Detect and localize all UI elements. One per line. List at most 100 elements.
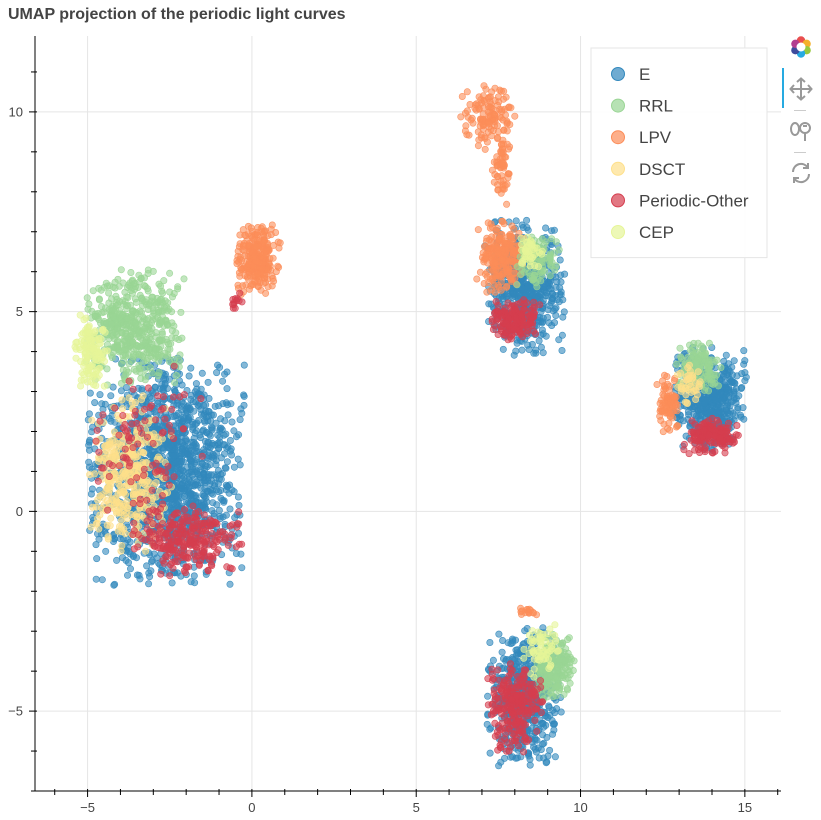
scatter-point <box>213 501 221 509</box>
scatter-point <box>148 395 156 403</box>
scatter-point <box>144 384 152 392</box>
scatter-point <box>127 478 135 486</box>
scatter-point <box>492 274 500 282</box>
scatter-point <box>501 181 509 189</box>
scatter-point <box>210 542 218 550</box>
scatter-point <box>95 448 103 456</box>
scatter-point <box>508 222 516 230</box>
scatter-point <box>474 142 482 150</box>
scatter-point <box>170 435 178 443</box>
scatter-point <box>92 575 100 583</box>
scatter-point <box>122 321 130 329</box>
scatter-point <box>121 445 129 453</box>
scatter-point <box>187 364 195 372</box>
scatter-point <box>155 466 163 474</box>
scatter-point <box>170 362 178 370</box>
scatter-point <box>141 365 149 373</box>
scatter-point <box>137 274 145 282</box>
scatter-point <box>104 535 112 543</box>
scatter-point <box>694 339 702 347</box>
scatter-point <box>115 462 123 470</box>
scatter-point <box>136 343 144 351</box>
scatter-point <box>158 429 166 437</box>
scatter-point <box>119 405 127 413</box>
scatter-point <box>117 379 125 387</box>
scatter-point <box>200 470 208 478</box>
scatter-point <box>492 298 500 306</box>
scatter-point <box>125 377 133 385</box>
scatter-point <box>258 264 266 272</box>
scatter-point <box>117 266 125 274</box>
scatter-point <box>189 502 197 510</box>
scatter-point <box>130 280 138 288</box>
scatter-point <box>164 320 172 328</box>
scatter-point <box>187 578 195 586</box>
scatter-point <box>463 88 471 96</box>
scatter-point <box>107 514 115 522</box>
scatter-point <box>182 531 190 539</box>
scatter-point <box>99 464 107 472</box>
scatter-point <box>180 391 188 399</box>
scatter-point <box>269 254 277 262</box>
scatter-point <box>245 241 253 249</box>
scatter-point <box>480 279 488 287</box>
scatter-point <box>508 242 516 250</box>
scatter-point <box>151 350 159 358</box>
scatter-point <box>138 429 146 437</box>
scatter-point <box>118 542 126 550</box>
scatter-point <box>523 233 531 241</box>
scatter-point <box>143 562 151 570</box>
scatter-point <box>113 556 121 564</box>
scatter-point <box>483 273 491 281</box>
scatter-point <box>161 415 169 423</box>
scatter-point <box>207 560 215 568</box>
scatter-point <box>179 467 187 475</box>
scatter-point <box>115 431 123 439</box>
scatter-point <box>481 145 489 153</box>
scatter-point <box>480 243 488 251</box>
scatter-point <box>141 536 149 544</box>
scatter-point <box>233 520 241 528</box>
scatter-point <box>192 380 200 388</box>
scatter-point <box>146 529 154 537</box>
scatter-point <box>673 360 681 368</box>
scatter-point <box>231 514 239 522</box>
scatter-point <box>722 384 730 392</box>
scatter-point <box>268 282 276 290</box>
scatter-point <box>725 410 733 418</box>
scatter-point <box>523 326 531 334</box>
scatter-point <box>552 283 560 291</box>
scatter-point <box>224 401 232 409</box>
scatter-point <box>128 434 136 442</box>
scatter-point <box>119 352 127 360</box>
scatter-point <box>166 345 174 353</box>
scatter-point <box>461 127 469 135</box>
scatter-point <box>498 256 506 264</box>
scatter-point <box>139 302 147 310</box>
scatter-point <box>127 565 135 573</box>
scatter-point <box>186 413 194 421</box>
scatter-point <box>103 347 111 355</box>
scatter-point <box>494 128 502 136</box>
scatter-point <box>103 521 111 529</box>
scatter-point <box>513 281 521 289</box>
scatter-point <box>96 511 104 519</box>
scatter-point <box>94 496 102 504</box>
scatter-point <box>546 272 554 280</box>
scatter-point <box>166 288 174 296</box>
scatter-point <box>491 259 499 267</box>
scatter-point <box>119 411 127 419</box>
scatter-point <box>133 571 141 579</box>
scatter-point <box>96 391 104 399</box>
scatter-point <box>217 486 225 494</box>
scatter-point <box>240 361 248 369</box>
scatter-point <box>707 408 715 416</box>
scatter-point <box>192 534 200 542</box>
scatter-point <box>556 290 564 298</box>
scatter-point <box>85 410 93 418</box>
scatter-point <box>91 399 99 407</box>
scatter-point <box>722 351 730 359</box>
scatter-point <box>138 308 146 316</box>
scatter-point <box>506 121 514 129</box>
